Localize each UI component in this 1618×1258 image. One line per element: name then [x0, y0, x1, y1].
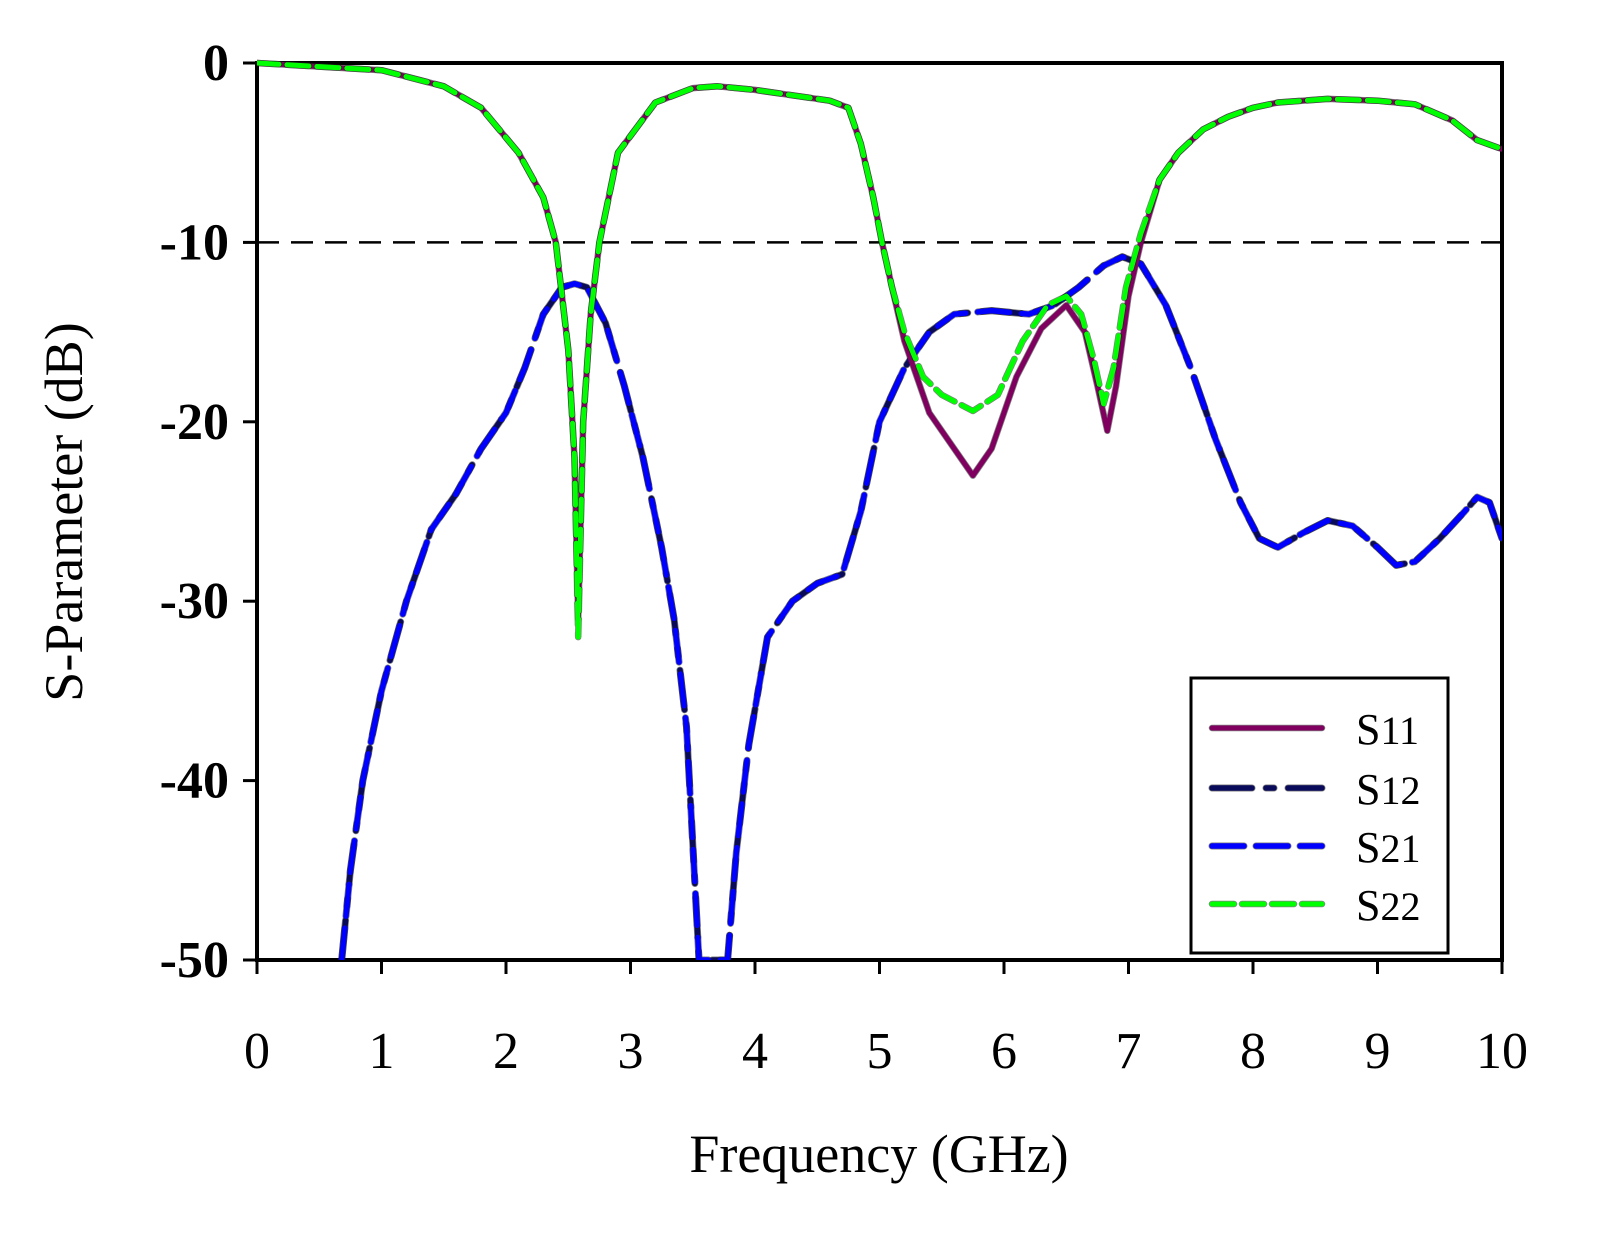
legend-label-main: S	[1356, 765, 1380, 814]
curve-s22	[257, 60, 1502, 640]
x-tick-label: 8	[1240, 1023, 1266, 1080]
legend-label-s11: S11	[1356, 705, 1419, 754]
legend-label-s22: S22	[1356, 881, 1420, 930]
x-tick-label: 6	[991, 1023, 1017, 1080]
y-tick-label: -20	[160, 394, 229, 451]
x-tick-label: 9	[1365, 1023, 1391, 1080]
y-tick-label: -30	[160, 573, 229, 630]
x-tick-label: 4	[742, 1023, 768, 1080]
x-axis: 0 1 2 3 4 5 6 7 8 9 10	[244, 960, 1528, 1080]
legend-label-main: S	[1356, 823, 1380, 872]
y-tick-label: -40	[160, 753, 229, 810]
y-tick-label: -50	[160, 932, 229, 989]
x-tick-label: 5	[867, 1023, 893, 1080]
x-tick-label: 7	[1116, 1023, 1142, 1080]
legend-label-subscript: 21	[1380, 826, 1420, 871]
legend-label-s21: S21	[1356, 823, 1420, 872]
y-tick-label: 0	[203, 35, 229, 92]
legend-label-s12: S12	[1356, 765, 1420, 814]
x-tick-label: 1	[369, 1023, 395, 1080]
legend-label-subscript: 12	[1380, 768, 1420, 813]
x-tick-label: 3	[618, 1023, 644, 1080]
legend-label-subscript: 22	[1380, 884, 1420, 929]
y-axis: 0 -10 -20 -30 -40 -50	[160, 35, 257, 989]
curve-s21	[338, 254, 1502, 960]
x-tick-label: 0	[244, 1023, 270, 1080]
legend-label-subscript: 11	[1380, 708, 1419, 753]
y-axis-title: S-Parameter (dB)	[34, 322, 94, 701]
legend-label-main: S	[1356, 881, 1380, 930]
legend-label-main: S	[1356, 705, 1380, 754]
x-tick-label: 2	[493, 1023, 519, 1080]
x-axis-title: Frequency (GHz)	[689, 1124, 1068, 1184]
data-curves	[257, 59, 1502, 960]
y-tick-label: -10	[160, 214, 229, 271]
x-tick-label: 10	[1476, 1023, 1528, 1080]
